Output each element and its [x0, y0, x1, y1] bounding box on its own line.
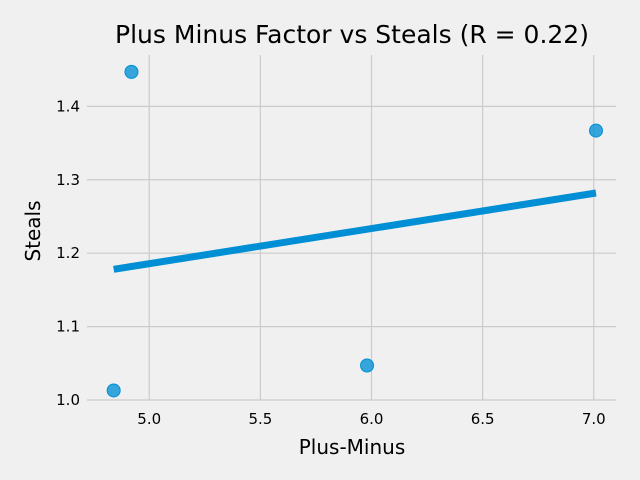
y-tick-label: 1.3 [56, 171, 80, 189]
x-tick-labels: 5.0 5.5 6.0 6.5 7.0 [137, 410, 605, 428]
x-tick-label: 6.0 [360, 410, 384, 428]
trendline-group [113, 189, 597, 273]
data-point [360, 358, 375, 373]
x-tick-label: 6.5 [471, 410, 495, 428]
data-point [124, 64, 139, 79]
trendline [113, 189, 597, 273]
data-point [106, 383, 121, 398]
y-tick-labels: 1.0 1.1 1.2 1.3 1.4 [56, 97, 80, 409]
chart-title: Plus Minus Factor vs Steals (R = 0.22) [115, 20, 589, 49]
x-tick-label: 5.5 [248, 410, 272, 428]
x-axis-label: Plus-Minus [299, 435, 406, 459]
y-axis-label: Steals [21, 200, 45, 261]
x-tick-label: 7.0 [582, 410, 606, 428]
points-group [106, 64, 603, 398]
y-tick-label: 1.4 [56, 97, 80, 115]
x-tick-label: 5.0 [137, 410, 161, 428]
data-point [588, 123, 603, 138]
y-tick-label: 1.1 [56, 318, 80, 336]
y-tick-label: 1.2 [56, 244, 80, 262]
y-tick-label: 1.0 [56, 391, 80, 409]
